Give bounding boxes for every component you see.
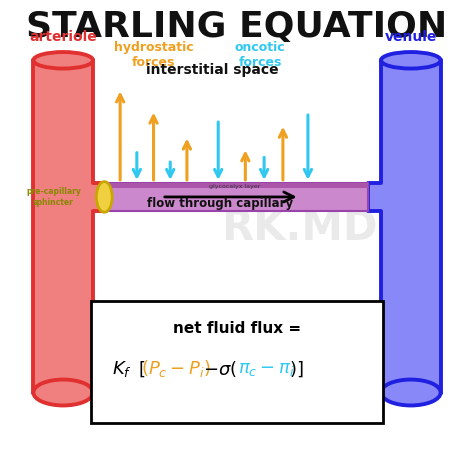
Text: $[$: $[$ (132, 359, 146, 379)
Text: $\pi_c - \pi_i$: $\pi_c - \pi_i$ (238, 360, 294, 378)
Text: $- \sigma($: $- \sigma($ (197, 359, 237, 379)
Ellipse shape (96, 182, 112, 212)
Text: hydrostatic
forces: hydrostatic forces (114, 41, 193, 70)
Ellipse shape (381, 52, 441, 69)
Polygon shape (33, 60, 106, 392)
Text: net fluid flux =: net fluid flux = (173, 321, 301, 337)
Text: flow through capillary: flow through capillary (147, 197, 293, 210)
Text: $K_f$: $K_f$ (112, 359, 132, 379)
Ellipse shape (33, 52, 93, 69)
Text: pre-capillary
sphincter: pre-capillary sphincter (26, 187, 81, 207)
Text: $(P_c - P_i)$: $(P_c - P_i)$ (141, 358, 211, 380)
Text: interstitial space: interstitial space (146, 63, 278, 77)
Text: glycocalyx layer: glycocalyx layer (209, 184, 261, 189)
Ellipse shape (33, 380, 93, 405)
FancyBboxPatch shape (91, 301, 383, 423)
Polygon shape (106, 183, 368, 211)
Text: RK.MD: RK.MD (221, 207, 378, 248)
Text: arteriole: arteriole (29, 30, 97, 44)
Text: STARLING EQUATION: STARLING EQUATION (27, 10, 447, 44)
Ellipse shape (381, 380, 441, 405)
Polygon shape (106, 183, 368, 189)
Polygon shape (368, 60, 441, 392)
Text: venule: venule (385, 30, 437, 44)
Text: oncotic
forces: oncotic forces (235, 41, 285, 70)
Text: $)]$: $)]$ (289, 359, 304, 379)
